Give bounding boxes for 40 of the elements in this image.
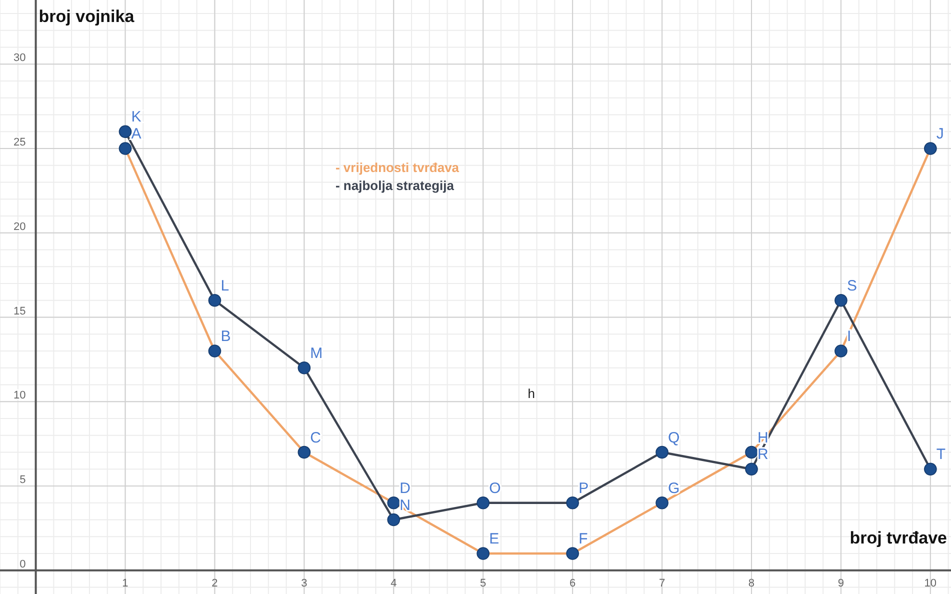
y-tick-label: 10 xyxy=(14,390,26,402)
annotation: Q xyxy=(668,429,680,446)
x-tick-label: 5 xyxy=(480,577,486,590)
annotation: G xyxy=(668,480,680,497)
annotation: I xyxy=(846,328,852,345)
annotation: T xyxy=(936,446,946,464)
annotation: P xyxy=(578,480,589,497)
x-axis-title: broj tvrđave xyxy=(850,528,947,548)
x-tick-label: 3 xyxy=(301,577,308,590)
y-tick-label: 15 xyxy=(14,305,26,318)
x-tick-label: 9 xyxy=(838,577,844,590)
x-tick-label: 8 xyxy=(748,577,755,590)
text: - najbolja strategija xyxy=(335,178,455,194)
x-tick-label: 4 xyxy=(390,577,397,590)
y-tick-label: 0 xyxy=(20,558,26,570)
x-tick-label: 7 xyxy=(658,577,666,590)
annotation: h xyxy=(528,386,536,401)
x-tick-label: 2 xyxy=(212,577,218,590)
annotation: F xyxy=(578,530,588,548)
text: - vrijednosti tvrđava xyxy=(335,160,460,176)
x-tick-label: 10 xyxy=(924,577,937,590)
y-tick-label: 25 xyxy=(14,136,26,148)
annotation: K xyxy=(131,108,142,126)
x-tick-label: 1 xyxy=(122,577,128,590)
annotation: L xyxy=(220,277,230,294)
annotation: J xyxy=(936,126,944,142)
x-tick-label: 6 xyxy=(570,577,576,590)
y-tick-label: 30 xyxy=(14,52,26,64)
annotation: A xyxy=(131,126,142,142)
y-tick-label: 5 xyxy=(20,474,26,486)
y-axis-title: broj vojnika xyxy=(38,7,135,26)
annotation: E xyxy=(489,530,500,548)
annotation: D xyxy=(400,480,411,497)
y-tick-label: 20 xyxy=(14,220,26,233)
annotation: S xyxy=(846,277,857,294)
annotation: O xyxy=(489,480,501,497)
annotation: M xyxy=(310,344,323,362)
annotation: C xyxy=(310,429,322,446)
annotation: B xyxy=(220,328,231,345)
annotation: R xyxy=(757,446,768,464)
